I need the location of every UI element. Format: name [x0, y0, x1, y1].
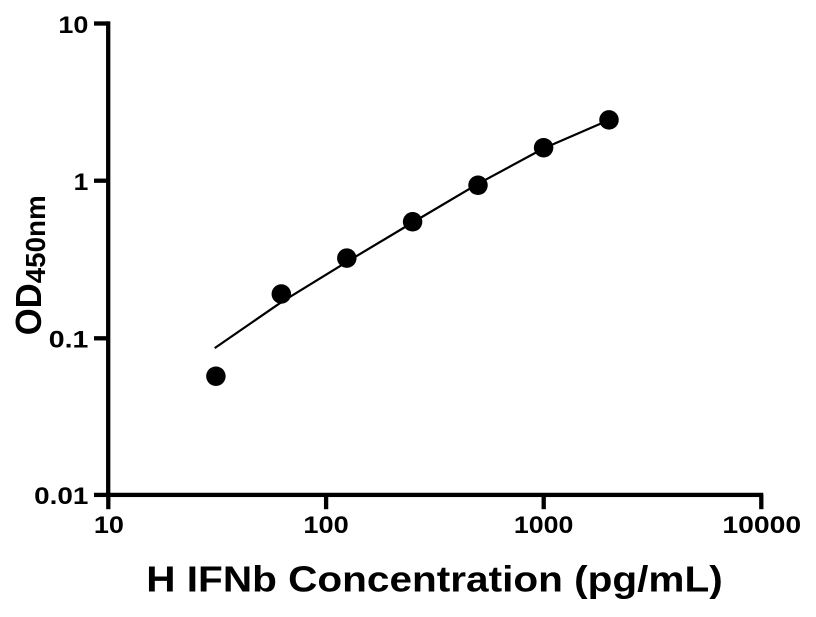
svg-text:H IFNb Concentration (pg/mL): H IFNb Concentration (pg/mL): [146, 558, 723, 599]
svg-text:100: 100: [303, 512, 348, 539]
svg-text:OD450nm: OD450nm: [8, 195, 51, 335]
svg-text:1: 1: [74, 169, 89, 196]
svg-text:10: 10: [58, 12, 88, 39]
svg-text:10000: 10000: [722, 512, 801, 539]
svg-text:1000: 1000: [514, 512, 573, 539]
svg-text:10: 10: [94, 512, 124, 539]
svg-text:0.01: 0.01: [34, 483, 88, 510]
svg-text:0.1: 0.1: [49, 326, 89, 353]
